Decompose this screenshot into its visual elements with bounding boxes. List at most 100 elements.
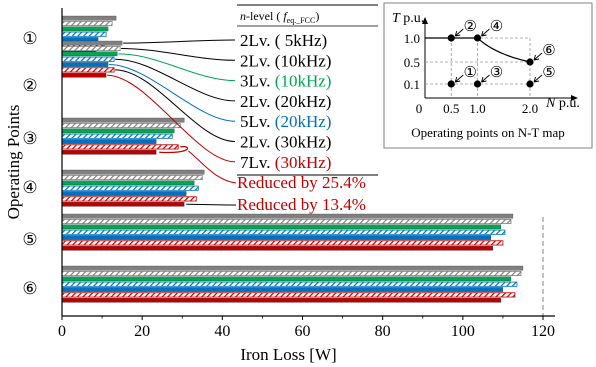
bar-op3-series6: [61, 144, 179, 150]
inset-x-title: N p.u.: [545, 96, 580, 111]
bar-op4-series2: [61, 174, 203, 181]
bar-op3-series1: [61, 117, 185, 123]
x-tick-label: 60: [295, 323, 311, 340]
legend-leader-4: [115, 58, 236, 102]
category-label: ②: [22, 76, 37, 95]
x-tick-label: 0: [58, 323, 66, 340]
inset-point-label: ⑤: [542, 65, 555, 81]
x-tick-label: 40: [214, 323, 230, 340]
inset-point-label: ②: [464, 19, 477, 35]
axis-layer: 0 20 40 60 80 100 120 ① ② ③ ④ ⑤ ⑥ Iron Loss [W] Operat…: [4, 8, 555, 364]
bar-op1-series3: [61, 26, 109, 32]
bar-op1-series1: [61, 15, 117, 21]
inset-x-tick-label: 2.0: [522, 101, 538, 116]
inset-point: [447, 34, 455, 42]
bar-op1-series4: [61, 31, 107, 37]
bar-op4-series6: [61, 196, 197, 202]
reduction-leader-op4: [186, 203, 237, 206]
inset-y-tick-label: 0.1: [404, 77, 420, 92]
legend-entry-1: 2Lv. ( 5kHz): [240, 31, 327, 50]
inset-point: [447, 80, 455, 88]
inset-caption: Operating points on N-T map: [411, 125, 565, 140]
bar-op5-series1: [61, 213, 514, 219]
legend-entry-2: 2Lv. (10kHz): [240, 51, 331, 70]
reduction-annotation-1: Reduced by 25.4%: [237, 173, 366, 192]
inset-y-tick-label: 1.0: [404, 31, 420, 46]
inset-limit-curve: [425, 37, 531, 63]
legend-leader-1: [123, 39, 236, 44]
legend-leader-2: [121, 48, 236, 61]
inset-point: [526, 80, 534, 88]
inset-point-arrow: [454, 74, 464, 83]
bar-op2-series6: [61, 67, 115, 73]
category-label: ①: [22, 29, 37, 48]
inset-point: [526, 58, 534, 66]
bar-op5-series7: [61, 245, 494, 251]
bar-op6-series4: [61, 281, 518, 287]
inset-x-tick-label: 0.5: [443, 101, 459, 116]
bar-op6-series5: [61, 287, 504, 292]
bar-op4-series5: [61, 191, 187, 196]
bar-op3-series4: [61, 133, 173, 139]
x-tick-label: 100: [451, 323, 475, 340]
inset-point: [473, 80, 482, 88]
category-label: ⑥: [22, 279, 37, 298]
inset-point-label: ⑥: [542, 43, 555, 59]
inset-point-arrow: [481, 74, 490, 83]
x-tick-label: 20: [134, 323, 150, 340]
inset-point-arrow: [533, 52, 543, 61]
inset-point-arrow: [533, 74, 543, 83]
x-tick-label: 80: [375, 323, 391, 340]
bar-op4-series4: [61, 185, 199, 191]
bar-op2-series4: [61, 56, 115, 62]
bar-op3-series2: [61, 122, 181, 129]
inset-x-tick-label: 0: [416, 101, 423, 116]
y-axis-title: Operating Points: [4, 105, 23, 220]
legend-header: n-level ( feq._FCC): [240, 9, 319, 25]
bar-op3-series3: [61, 128, 175, 134]
bar-op1-series2: [61, 20, 113, 27]
category-label: ③: [22, 129, 37, 148]
inset-point-label: ③: [490, 65, 503, 81]
bar-op5-series5: [61, 235, 492, 240]
inset-point-arrow: [454, 28, 464, 37]
inset-y-arrow: [422, 17, 428, 24]
reduction-annotation-2: Reduced by 13.4%: [237, 195, 366, 214]
inset-layer: T p.u. N p.u. 1.0 0.5 0.1 0 0.5 1.0 2.0 ① ② ③ ④ ⑤ ⑥ Ope…: [383, 2, 593, 149]
bar-op4-series3: [61, 180, 195, 186]
legend-leader-7: [107, 74, 236, 163]
inset-point-arrow: [481, 28, 490, 37]
legend-layer: n-level ( feq._FCC) 2Lv. ( 5kHz)2Lv. (10k…: [107, 4, 378, 214]
legend-entry-7: 7Lv. (30kHz): [240, 153, 331, 172]
bar-op5-series3: [61, 224, 502, 230]
inset-y-tick-label: 0.5: [404, 55, 420, 70]
inset-x-tick-label: 1.0: [469, 101, 485, 116]
inset-x-arrow: [571, 95, 578, 101]
bar-op6-series2: [61, 270, 522, 277]
bar-op6-series1: [61, 265, 524, 271]
x-tick-label: 120: [531, 323, 555, 340]
bar-op4-series1: [61, 169, 205, 175]
bar-op6-series7: [61, 297, 502, 303]
inset-point-label: ④: [490, 19, 503, 35]
inset-frame: [383, 2, 593, 149]
bar-op5-series2: [61, 218, 512, 225]
category-label: ⑤: [22, 230, 37, 249]
bar-op2-series3: [61, 51, 118, 57]
reduction-leader-op3: [187, 150, 237, 184]
bar-op3-series7: [61, 149, 157, 155]
reduction-arrow-op3: [159, 145, 189, 154]
bar-op2-series5: [61, 62, 109, 67]
legend-entry-3: 3Lv. (10kHz): [240, 72, 331, 91]
inset-y-title: T p.u.: [392, 11, 424, 26]
bars-layer: [61, 15, 524, 303]
bar-op5-series6: [61, 240, 504, 246]
x-axis-title: Iron Loss [W]: [240, 345, 336, 364]
legend-entry-4: 2Lv. (20kHz): [240, 92, 331, 111]
legend-leader-5: [109, 64, 236, 122]
legend-entry-5: 5Lv. (20kHz): [240, 112, 331, 131]
bar-op3-series5: [61, 139, 157, 144]
bar-op5-series4: [61, 229, 506, 235]
bar-op2-series2: [61, 45, 121, 52]
